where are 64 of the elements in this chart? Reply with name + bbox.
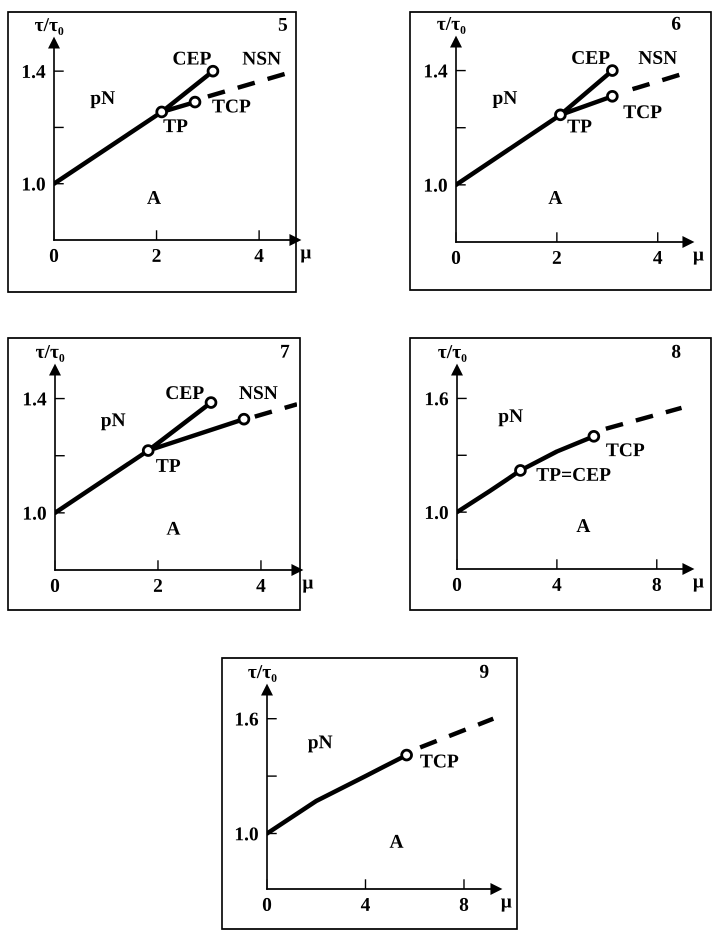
annotation: A	[166, 522, 180, 535]
annotation: pN	[90, 91, 115, 108]
annotation: TP=CEP	[536, 468, 610, 481]
x-tick-label: 2	[154, 578, 162, 592]
chart-title: 8	[672, 344, 680, 358]
annotation: TP	[567, 120, 592, 132]
y-tick-label: 1.6	[236, 712, 258, 726]
y-axis-title: τ/τ₀	[438, 345, 467, 362]
annotation: TP	[156, 459, 180, 472]
chart-title: 6	[672, 16, 680, 30]
x-tick-label: 4	[552, 578, 562, 591]
x-axis-title: μ	[302, 580, 314, 593]
x-tick-label: 0	[50, 248, 58, 262]
annotation: CEP	[166, 386, 204, 400]
annotation: NSN	[239, 386, 278, 400]
y-tick-label: 1.0	[236, 827, 258, 841]
y-tick-label: 1.6	[426, 392, 448, 406]
annotation: A	[576, 519, 590, 532]
annotation: TP	[163, 119, 188, 132]
x-axis-title: μ	[300, 249, 312, 263]
annotation: pN	[308, 736, 332, 752]
x-tick-label: 0	[452, 578, 462, 592]
y-axis-title: τ/τ₀	[437, 17, 466, 34]
annotation: pN	[492, 91, 518, 108]
y-tick-label: 1.0	[22, 178, 45, 191]
x-tick-label: 8	[652, 578, 661, 592]
y-tick-label: 1.0	[426, 506, 448, 520]
y-tick-label: 1.4	[24, 392, 46, 406]
y-axis-title: τ/τ₀	[248, 665, 277, 682]
annotation: NSN	[638, 50, 677, 64]
x-tick-label: 0	[452, 250, 460, 264]
annotation: CEP	[173, 52, 211, 65]
x-tick-label: 0	[50, 578, 60, 592]
annotation: TCP	[623, 105, 662, 118]
y-tick-label: 1.4	[22, 65, 46, 78]
annotation: A	[548, 190, 562, 204]
x-axis-title: μ	[693, 252, 704, 265]
x-tick-label: 4	[256, 579, 266, 592]
x-axis-title: μ	[501, 898, 512, 912]
x-tick-label: 8	[460, 898, 468, 912]
annotation: CEP	[572, 50, 610, 64]
chart-title: 7	[281, 344, 290, 358]
x-tick-label: 4	[360, 898, 370, 911]
y-axis-title: τ/τ₀	[34, 18, 64, 36]
x-tick-label: 4	[653, 251, 662, 264]
y-axis-title: τ/τ₀	[36, 345, 64, 362]
x-tick-label: 2	[152, 248, 161, 262]
y-tick-label: 1.4	[424, 64, 448, 78]
annotation: TCP	[420, 754, 458, 768]
y-tick-label: 1.0	[24, 506, 46, 520]
x-tick-label: 4	[254, 249, 264, 262]
annotation: pN	[498, 409, 523, 426]
y-tick-label: 1.0	[424, 178, 447, 192]
chart-title: 5	[278, 18, 288, 31]
x-tick-label: 2	[552, 250, 561, 264]
annotation: A	[390, 834, 404, 848]
annotation: TCP	[212, 100, 250, 113]
annotation: pN	[101, 413, 126, 430]
x-tick-label: 0	[262, 898, 272, 912]
annotation: NSN	[242, 52, 281, 65]
annotation: A	[147, 191, 161, 204]
annotation: TCP	[606, 443, 644, 456]
chart-title: 9	[480, 664, 488, 678]
x-axis-title: μ	[693, 578, 704, 592]
